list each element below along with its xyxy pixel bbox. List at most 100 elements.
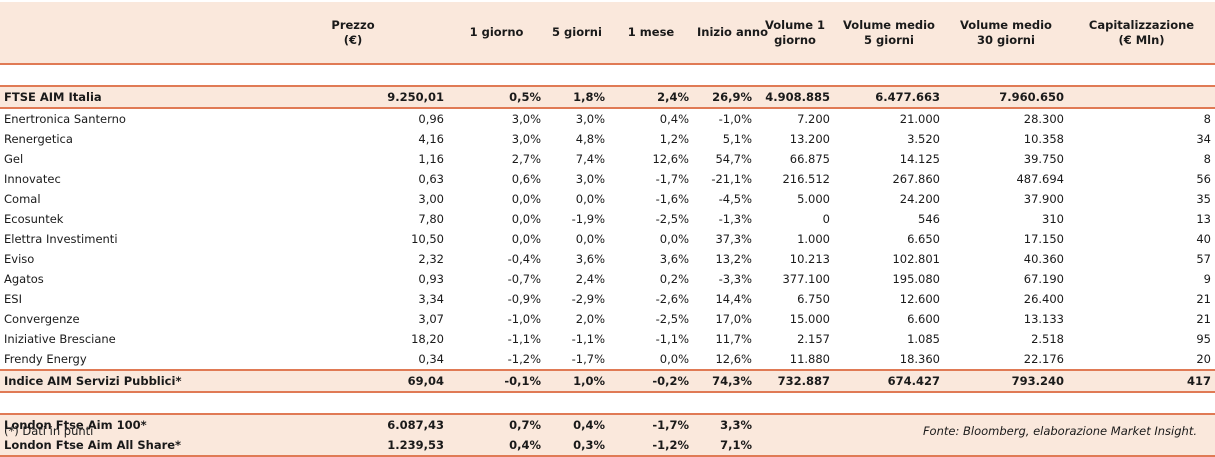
cell-value: 793.240 (944, 369, 1068, 393)
cell-value: 1,0% (545, 369, 609, 393)
cell-value: 195.080 (892, 272, 940, 286)
cell-value: 4,16 (418, 132, 444, 146)
column-header-line: Volume 1 (764, 17, 826, 32)
cell-value: 40.360 (1023, 252, 1064, 266)
cell-value: 8 (1203, 152, 1211, 166)
cell-value: 3,6% (659, 252, 689, 266)
cell-value: 2,0% (575, 312, 605, 326)
cell-value: 40 (1196, 232, 1211, 246)
index-row: FTSE AIM Italia 9.250,01 0,5% 1,8% 2,4% 26,9%… (0, 85, 1215, 109)
cell-value: 11,7% (715, 332, 752, 346)
column-header: 1 giorno (448, 2, 545, 65)
cell-value: 1.085 (907, 332, 940, 346)
cell-value: 14,4% (715, 292, 752, 306)
cell-value: -1,1% (655, 332, 689, 346)
cell-value: 3,3% (693, 413, 756, 435)
table-row: Renergetica 4,16 3,0% 4,8% 1,2% 5,1% 13.200 3.5… (0, 129, 1215, 149)
table-row: Enertronica Santerno 0,96 3,0% 3,0% 0,4% -1,0… (0, 108, 1215, 129)
cell-value: -1,2% (609, 435, 693, 457)
cell-value: 1,16 (418, 152, 444, 166)
cell-value: 3,0% (575, 112, 605, 126)
table-row: Innovatec 0,63 0,6% 3,0% -1,7% -21,1% 216.512 2… (0, 169, 1215, 189)
table-row: ESI 3,34 -0,9% -2,9% -2,6% 14,4% 6.750 12.600 26… (0, 289, 1215, 309)
table-row: Ecosuntek 7,80 0,0% -1,9% -2,5% -1,3% 0 546 310 1… (0, 209, 1215, 229)
index-row: Indice AIM Servizi Pubblici* 69,04 -0,1% 1,… (0, 369, 1215, 393)
cell-value: 3,0% (575, 172, 605, 186)
cell-value: 37.900 (1023, 192, 1064, 206)
cell-value: 0,5% (448, 85, 545, 109)
cell-value: 417 (1068, 369, 1215, 393)
table-row: Eviso 2,32 -0,4% 3,6% 3,6% 13,2% 10.213 102.801… (0, 249, 1215, 269)
cell-value: 10,50 (411, 232, 444, 246)
cell-value: -0,9% (507, 292, 541, 306)
cell-value: 377.100 (782, 272, 830, 286)
cell-value: 21 (1196, 292, 1211, 306)
cell-value: 1,2% (659, 132, 689, 146)
cell-value: 546 (918, 212, 940, 226)
cell-value: 26.400 (1023, 292, 1064, 306)
cell-value: 0,63 (418, 172, 444, 186)
cell-value: -1,0% (718, 112, 752, 126)
row-label: Indice AIM Servizi Pubblici* (0, 369, 258, 393)
row-label: Ecosuntek (4, 212, 64, 226)
cell-value: 10.358 (1023, 132, 1064, 146)
cell-value: 6.650 (907, 232, 940, 246)
cell-value: 12,6% (652, 152, 689, 166)
column-header: Volume medio 5 giorni (834, 2, 944, 65)
cell-value: 0,0% (659, 352, 689, 366)
column-header-line: giorno (774, 32, 816, 47)
cell-value: 11.880 (789, 352, 830, 366)
table-header: Prezzo (€) 1 giorno 5 giorni 1 mese Inizio an… (0, 2, 1215, 65)
spacer-cell (0, 392, 1215, 414)
cell-value: -2,9% (571, 292, 605, 306)
cell-value: 95 (1196, 332, 1211, 346)
cell-value: 69,04 (258, 369, 448, 393)
row-label: ESI (4, 292, 22, 306)
cell-value (1068, 413, 1215, 435)
cell-value (944, 413, 1068, 435)
cell-value: -0,1% (448, 369, 545, 393)
column-header-line: (€ Mln) (1118, 32, 1165, 47)
cell-value (944, 435, 1068, 457)
cell-value: 674.427 (834, 369, 944, 393)
cell-value: 0,93 (418, 272, 444, 286)
cell-value: 0,0% (659, 232, 689, 246)
column-header-line: 1 giorno (469, 25, 524, 39)
cell-value: 35 (1196, 192, 1211, 206)
column-header: Volume medio 30 giorni (944, 2, 1068, 65)
cell-value: -0,7% (507, 272, 541, 286)
cell-value (834, 413, 944, 435)
spacer-cell (0, 64, 1215, 86)
cell-value: 0,0% (575, 232, 605, 246)
row-label: Enertronica Santerno (4, 112, 126, 126)
cell-value: 26,9% (693, 85, 756, 109)
cell-value: 7,1% (693, 435, 756, 457)
cell-value: 7,4% (575, 152, 605, 166)
cell-value: -2,5% (655, 312, 689, 326)
row-spacer (0, 64, 1215, 86)
cell-value: 1.239,53 (258, 435, 448, 457)
cell-value: 57 (1196, 252, 1211, 266)
cell-value: -21,1% (711, 172, 752, 186)
cell-value (1068, 435, 1215, 457)
row-spacer (0, 392, 1215, 414)
cell-value: -2,6% (655, 292, 689, 306)
row-label: Elettra Investimenti (4, 232, 118, 246)
cell-value: 5,1% (722, 132, 752, 146)
cell-value: -1,1% (507, 332, 541, 346)
cell-value: -1,6% (655, 192, 689, 206)
cell-value: 21.000 (899, 112, 940, 126)
column-header: Prezzo (€) (258, 2, 448, 65)
cell-value (756, 435, 834, 457)
table-row: Gel 1,16 2,7% 7,4% 12,6% 54,7% 66.875 14.125 39.… (0, 149, 1215, 169)
column-header-line: 30 giorni (977, 32, 1035, 47)
row-label: Frendy Energy (4, 352, 87, 366)
cell-value: 0,4% (448, 435, 545, 457)
column-header: 1 mese (609, 2, 693, 65)
cell-value: -1,7% (571, 352, 605, 366)
cell-value: -0,2% (609, 369, 693, 393)
cell-value: 3,07 (418, 312, 444, 326)
cell-value: 3.520 (907, 132, 940, 146)
cell-value: 54,7% (715, 152, 752, 166)
cell-value: 3,34 (418, 292, 444, 306)
